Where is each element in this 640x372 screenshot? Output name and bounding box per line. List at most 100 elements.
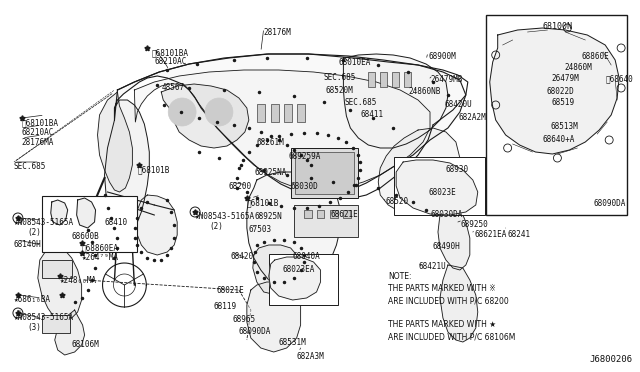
Text: 68965: 68965 <box>233 315 256 324</box>
Polygon shape <box>104 100 149 232</box>
Polygon shape <box>253 245 299 295</box>
Text: 68420: 68420 <box>231 252 254 261</box>
Bar <box>296 104 305 122</box>
Polygon shape <box>38 242 82 322</box>
Bar <box>42 260 72 278</box>
Text: ★686₁₀BA: ★686₁₀BA <box>14 295 51 304</box>
Bar <box>284 104 292 122</box>
Circle shape <box>168 98 196 126</box>
Polygon shape <box>269 257 321 300</box>
Text: SEC.685: SEC.685 <box>323 73 356 82</box>
Polygon shape <box>51 200 68 225</box>
Bar <box>294 205 358 237</box>
Text: (3): (3) <box>28 323 42 332</box>
Text: ★248₆₀MA: ★248₆₀MA <box>60 276 97 285</box>
Bar <box>42 196 138 252</box>
Bar <box>486 15 627 215</box>
Text: ★N08543-5165A: ★N08543-5165A <box>14 218 74 227</box>
Polygon shape <box>344 54 448 148</box>
Text: 68640+A: 68640+A <box>543 135 575 144</box>
Text: 68600B: 68600B <box>72 232 99 241</box>
Bar <box>380 72 387 87</box>
Text: 68023E: 68023E <box>428 188 456 197</box>
Text: 68210AC: 68210AC <box>154 57 187 66</box>
Text: 68925NA: 68925NA <box>255 168 287 177</box>
Text: 68140H: 68140H <box>14 240 42 249</box>
Text: 68040A: 68040A <box>292 252 321 261</box>
Bar <box>330 210 339 218</box>
Text: 68930: 68930 <box>446 165 469 174</box>
Text: 68490H: 68490H <box>433 242 461 251</box>
Text: ‸68860EA: ‸68860EA <box>82 243 118 252</box>
Text: ★N08543-5165A: ★N08543-5165A <box>14 313 74 322</box>
Text: ※68101BA: ※68101BA <box>22 118 59 127</box>
Bar <box>394 157 484 215</box>
Bar <box>344 210 351 218</box>
Polygon shape <box>161 84 249 148</box>
Circle shape <box>205 98 233 126</box>
Text: N: N <box>16 215 20 221</box>
Text: THE PARTS MARKED WITH ※: THE PARTS MARKED WITH ※ <box>388 284 496 293</box>
Bar <box>271 104 278 122</box>
Text: ⁨68640: ⁨68640 <box>605 74 633 83</box>
Text: 68090DA: 68090DA <box>593 199 626 208</box>
Text: 68520M: 68520M <box>326 86 353 95</box>
Text: 68200: 68200 <box>229 182 252 191</box>
Text: N: N <box>193 209 197 215</box>
Text: J6800206: J6800206 <box>589 355 632 364</box>
Bar <box>294 152 355 194</box>
Text: 68520: 68520 <box>385 197 408 206</box>
Text: 68030DA: 68030DA <box>430 210 462 219</box>
Text: 68900M: 68900M <box>428 52 456 61</box>
Bar <box>368 72 375 87</box>
Text: ★264⁷⁹MA: ★264⁷⁹MA <box>82 253 118 262</box>
Text: 24860NB: 24860NB <box>408 87 440 96</box>
Text: SEC.685: SEC.685 <box>344 98 377 107</box>
Polygon shape <box>55 310 84 355</box>
Text: 68621EA: 68621EA <box>475 230 507 239</box>
Text: 68513M: 68513M <box>550 122 578 131</box>
Text: 68023EA: 68023EA <box>283 265 315 274</box>
Text: 68621E: 68621E <box>330 210 358 219</box>
Text: 67503: 67503 <box>249 225 272 234</box>
Text: 26479M: 26479M <box>552 74 579 83</box>
Text: 68261M: 68261M <box>257 138 285 147</box>
Polygon shape <box>97 92 132 192</box>
Text: SEC.685: SEC.685 <box>14 162 46 171</box>
Text: 68410: 68410 <box>104 218 127 227</box>
Text: 28176MA: 28176MA <box>22 138 54 147</box>
Text: 689250: 689250 <box>461 220 488 229</box>
Text: 68030D: 68030D <box>291 182 319 191</box>
Text: ※68101B: ※68101B <box>247 198 279 207</box>
Polygon shape <box>247 172 340 288</box>
Polygon shape <box>396 160 478 215</box>
Text: 68531M: 68531M <box>278 338 307 347</box>
Text: 689259A: 689259A <box>289 152 321 161</box>
Polygon shape <box>77 198 95 228</box>
Text: 68860E: 68860E <box>581 52 609 61</box>
Polygon shape <box>134 70 430 190</box>
Bar <box>404 72 411 87</box>
Text: 68106M: 68106M <box>72 340 99 349</box>
Polygon shape <box>136 195 177 255</box>
Text: 26479MB: 26479MB <box>430 75 462 84</box>
Text: ARE INCLUDED WITH P/C 68200: ARE INCLUDED WITH P/C 68200 <box>388 296 509 305</box>
Text: 68022D: 68022D <box>547 87 574 96</box>
Text: N: N <box>16 311 20 315</box>
Bar <box>42 198 77 220</box>
Text: 68021E: 68021E <box>217 286 244 295</box>
Bar <box>317 210 324 218</box>
Text: ARE INCLUDED WITH P/C 68106M: ARE INCLUDED WITH P/C 68106M <box>388 332 516 341</box>
Bar <box>291 148 358 198</box>
Text: 682A2M: 682A2M <box>459 113 486 122</box>
Polygon shape <box>438 200 470 270</box>
Text: (2): (2) <box>28 228 42 237</box>
Text: THE PARTS MARKED WITH ★: THE PARTS MARKED WITH ★ <box>388 320 497 329</box>
Text: 24860M: 24860M <box>564 63 592 72</box>
Bar <box>303 210 312 218</box>
Text: 68519: 68519 <box>552 98 575 107</box>
Text: ※68101BA: ※68101BA <box>151 48 188 57</box>
Text: 682A3M: 682A3M <box>296 352 324 361</box>
Text: 68925N: 68925N <box>255 212 283 221</box>
Bar <box>42 315 70 333</box>
